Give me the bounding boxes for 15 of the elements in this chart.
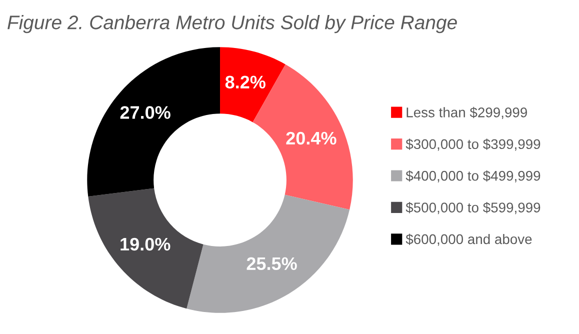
donut-slice [87, 47, 220, 196]
legend-label: $600,000 and above [406, 234, 532, 246]
data-label: 19.0% [120, 238, 170, 251]
legend-label: $500,000 to $599,999 [406, 202, 540, 214]
data-label: 27.0% [120, 106, 170, 119]
chart-title: Figure 2. Canberra Metro Units Sold by Price Range [8, 15, 457, 34]
legend-label: $300,000 to $399,999 [406, 138, 540, 151]
data-label: 20.4% [286, 132, 336, 145]
donut-slice [186, 194, 350, 313]
data-label: 25.5% [246, 257, 297, 270]
donut-slice [220, 47, 286, 122]
legend-label: $400,000 to $499,999 [406, 170, 540, 182]
data-label: 8.2% [225, 76, 266, 88]
legend-label: Less than $299,999 [406, 106, 527, 119]
donut-slice [88, 188, 204, 309]
